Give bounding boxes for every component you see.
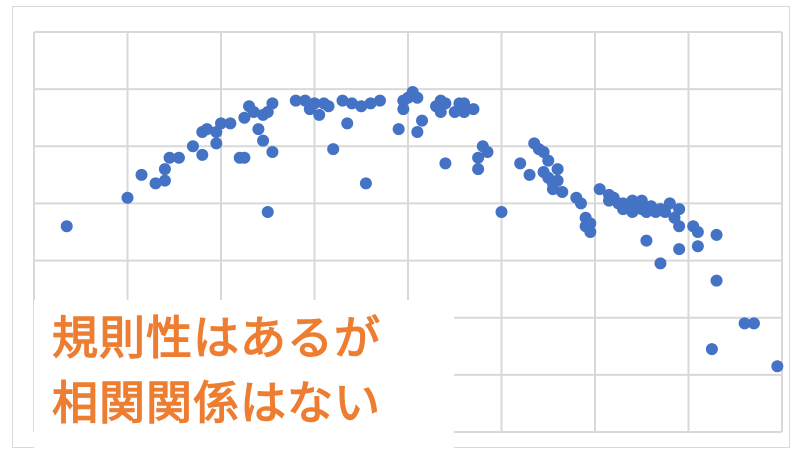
data-point — [210, 137, 223, 150]
data-point — [313, 108, 326, 121]
caption-line-1: 規則性はあるが — [52, 311, 381, 365]
data-point — [341, 117, 354, 130]
data-point — [121, 191, 134, 204]
data-point — [673, 243, 686, 256]
data-point — [710, 228, 723, 241]
data-point — [172, 151, 185, 164]
data-point — [574, 197, 587, 210]
data-point — [551, 174, 564, 187]
data-point — [710, 274, 723, 287]
data-point — [738, 317, 751, 330]
data-point — [247, 106, 260, 118]
data-point — [266, 146, 279, 158]
data-point — [158, 163, 171, 176]
data-point — [336, 94, 349, 107]
data-point — [771, 360, 784, 373]
data-point — [135, 168, 148, 181]
data-point — [747, 317, 760, 330]
data-point — [200, 123, 213, 136]
data-point — [416, 114, 429, 127]
data-point — [654, 257, 667, 270]
data-point — [322, 100, 335, 113]
data-point — [327, 143, 340, 156]
data-point — [355, 100, 368, 113]
data-point — [215, 117, 227, 130]
data-point — [411, 126, 424, 138]
data-point — [308, 97, 321, 110]
data-point — [691, 240, 704, 253]
data-point — [458, 106, 471, 118]
data-point — [542, 154, 555, 167]
data-points — [60, 86, 784, 373]
data-point — [640, 234, 653, 247]
data-point — [663, 197, 676, 210]
data-point — [289, 94, 302, 107]
data-point — [593, 183, 606, 196]
caption-box — [34, 300, 454, 448]
data-point — [705, 343, 718, 356]
data-point — [224, 117, 237, 130]
data-point — [523, 168, 536, 181]
data-point — [149, 177, 162, 190]
data-point — [584, 226, 597, 238]
data-point — [257, 134, 270, 147]
data-point — [514, 157, 527, 170]
data-point — [495, 206, 508, 218]
data-point — [691, 226, 704, 238]
data-point — [186, 140, 199, 153]
data-point — [158, 174, 171, 187]
data-point — [196, 148, 209, 161]
data-point — [359, 177, 372, 190]
data-point — [556, 186, 569, 198]
data-point — [411, 91, 424, 104]
data-point — [467, 103, 480, 116]
data-point — [364, 97, 377, 110]
data-point — [584, 217, 597, 230]
data-point — [472, 163, 485, 176]
data-point — [392, 123, 405, 136]
data-point — [163, 151, 176, 164]
data-point — [551, 163, 564, 176]
data-point — [635, 194, 648, 207]
data-point — [60, 220, 73, 233]
data-point — [673, 220, 686, 233]
data-point — [238, 151, 251, 164]
data-point — [458, 97, 471, 110]
data-point — [373, 94, 386, 107]
data-point — [252, 123, 265, 136]
data-point — [397, 103, 410, 116]
data-point — [439, 157, 452, 170]
data-point — [673, 203, 686, 216]
data-point — [261, 206, 274, 218]
data-point — [481, 146, 494, 158]
data-point — [472, 151, 485, 164]
caption-line-2: 相関関係はない — [52, 376, 381, 430]
data-point — [345, 97, 358, 110]
data-point — [439, 97, 452, 110]
data-point — [266, 97, 279, 110]
data-point — [238, 111, 251, 124]
